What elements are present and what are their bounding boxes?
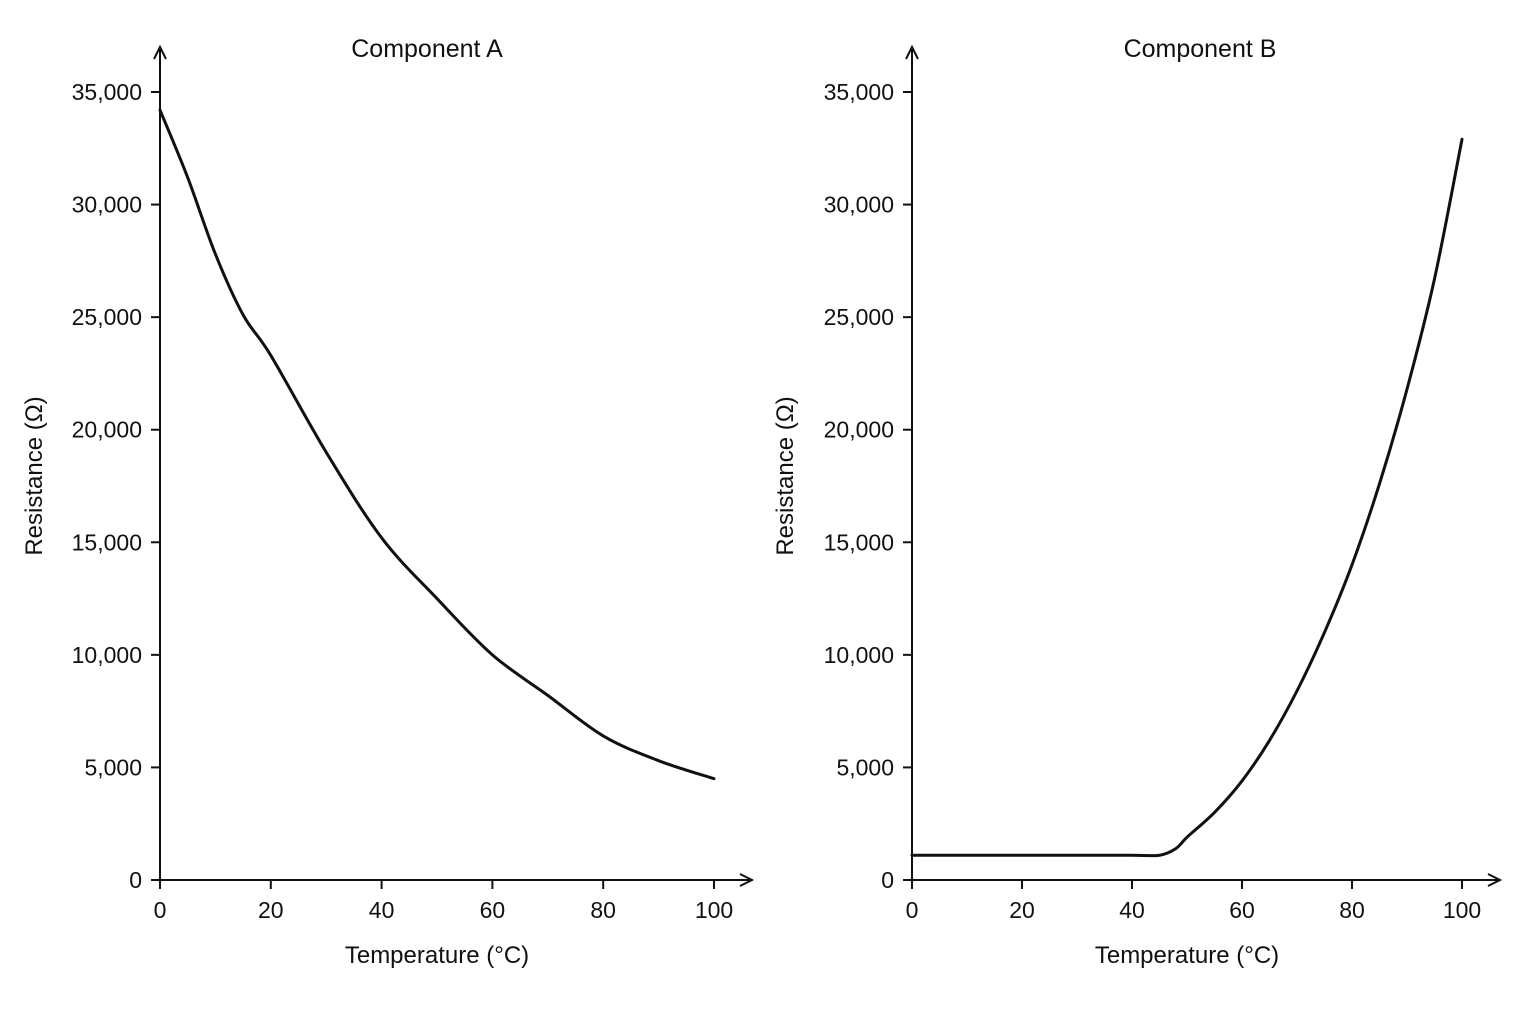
y-tick-label: 15,000 — [72, 529, 142, 555]
y-tick-label: 0 — [129, 867, 142, 893]
x-tick-label: 20 — [1009, 897, 1035, 923]
x-tick-label: 100 — [695, 897, 733, 923]
chart-title: Component B — [1124, 35, 1277, 63]
y-axis-arrow — [153, 44, 167, 60]
y-axis-label: Resistance (Ω) — [21, 396, 48, 555]
y-tick-label: 15,000 — [824, 529, 894, 555]
y-tick-label: 20,000 — [72, 417, 142, 443]
y-tick-label: 25,000 — [72, 304, 142, 330]
x-tick-label: 40 — [1119, 897, 1145, 923]
x-axis-arrow — [1487, 873, 1503, 887]
series-line-component-b — [910, 137, 1464, 858]
chart-component-a: Component A 0 20 40 60 80 100 0 5,000 10,000 15,00… — [21, 35, 755, 969]
x-axis-label: Temperature (°C) — [345, 942, 529, 969]
chart-component-b: Component B 0 20 40 60 80 100 0 5,000 10,000 15,00… — [772, 35, 1503, 969]
y-tick-label: 10,000 — [72, 642, 142, 668]
x-tick-label: 80 — [1339, 897, 1365, 923]
x-tick-label: 80 — [590, 897, 616, 923]
x-axis-label: Temperature (°C) — [1095, 942, 1279, 969]
y-tick-label: 30,000 — [824, 192, 894, 218]
x-tick-label: 100 — [1443, 897, 1481, 923]
y-tick-label: 5,000 — [836, 754, 894, 780]
x-tick-label: 60 — [1229, 897, 1255, 923]
y-tick-label: 0 — [881, 867, 894, 893]
x-axis-arrow — [739, 873, 755, 887]
x-tick-label: 60 — [480, 897, 506, 923]
y-tick-label: 25,000 — [824, 304, 894, 330]
y-tick-label: 20,000 — [824, 417, 894, 443]
y-axis-label: Resistance (Ω) — [772, 396, 799, 555]
y-tick-label: 5,000 — [84, 754, 142, 780]
x-tick-label: 40 — [369, 897, 395, 923]
series-line-component-a — [158, 108, 716, 781]
y-tick-label: 35,000 — [824, 79, 894, 105]
y-tick-label: 30,000 — [72, 192, 142, 218]
chart-title: Component A — [351, 35, 503, 63]
y-axis-arrow — [905, 44, 919, 60]
y-tick-label: 10,000 — [824, 642, 894, 668]
x-tick-label: 20 — [258, 897, 284, 923]
x-tick-label: 0 — [154, 897, 167, 923]
x-tick-label: 0 — [906, 897, 919, 923]
y-tick-label: 35,000 — [72, 79, 142, 105]
